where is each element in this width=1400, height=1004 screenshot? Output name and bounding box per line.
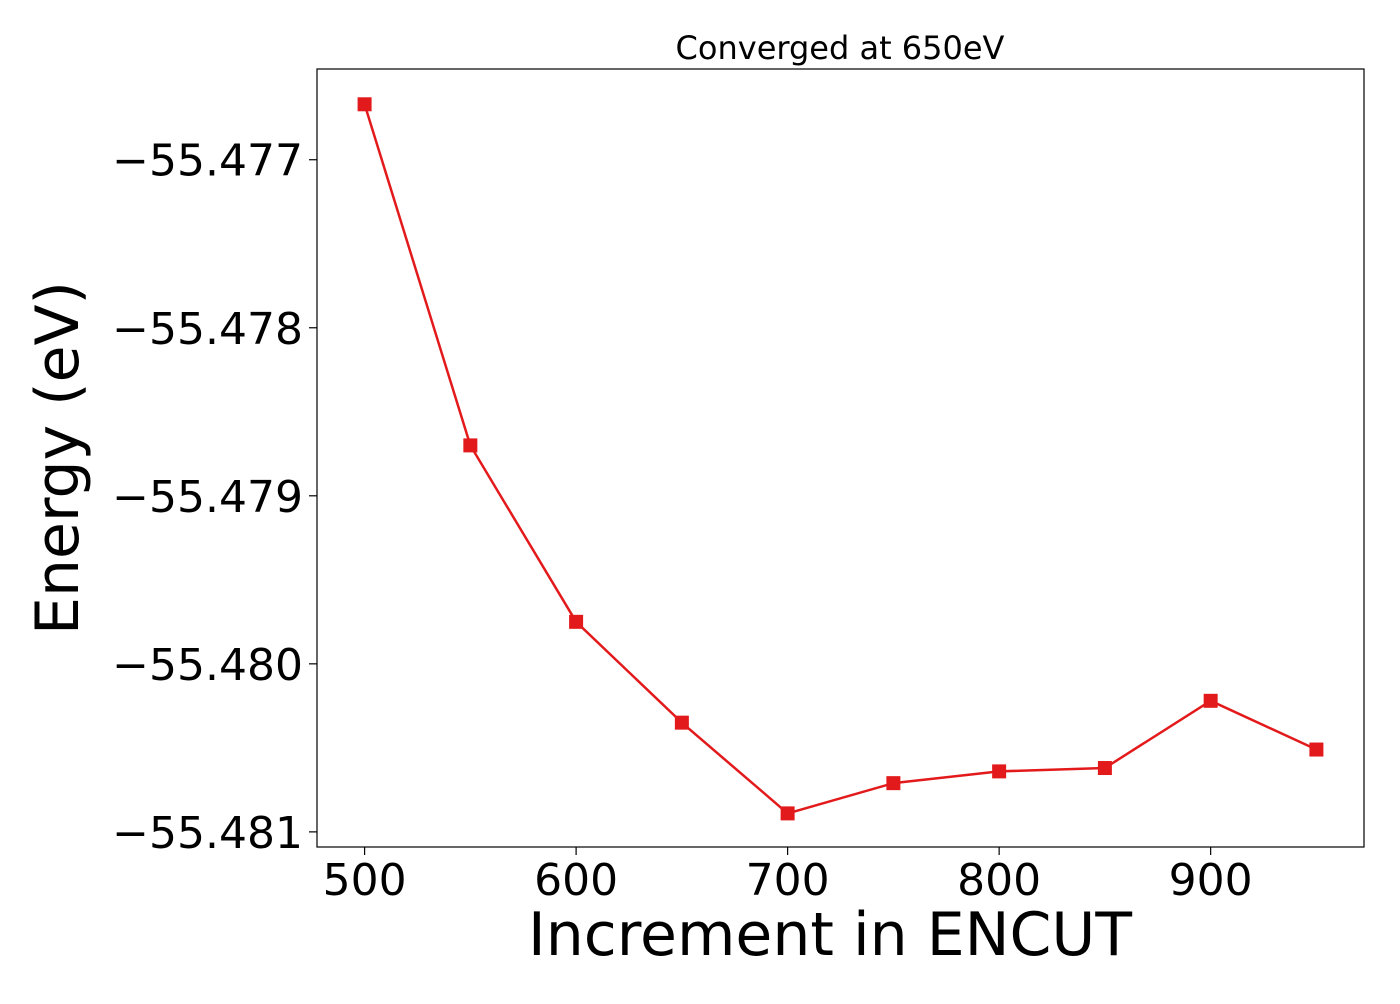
y-axis-label: Energy (eV) [23,281,93,635]
data-point [1309,742,1324,757]
series-layer [357,97,1324,821]
plot-area-frame [316,68,1365,848]
x-tick-label: 600 [534,855,618,906]
y-tick-label: −55.478 [112,304,303,355]
data-point [780,806,795,821]
data-point [886,776,901,791]
y-tick-label: −55.481 [112,808,303,859]
x-axis-label: Increment in ENCUT [528,900,1132,970]
y-tick-label: −55.480 [112,640,303,691]
data-point [992,764,1007,779]
data-point [463,438,478,453]
x-tick-label: 900 [1169,855,1253,906]
x-tick-label: 500 [323,855,407,906]
data-point [674,715,689,730]
data-point [357,97,372,112]
data-point [1097,761,1112,776]
y-tick-label: −55.479 [112,472,303,523]
data-point [569,614,584,629]
data-point [1203,693,1218,708]
x-tick-label: 700 [746,855,830,906]
series-line [363,103,1317,815]
x-axis-ticks: 500 600 700 800 900 [323,847,1253,906]
y-tick-label: −55.477 [112,136,303,187]
chart-title: Converged at 650eV [676,29,1005,67]
x-tick-label: 800 [957,855,1041,906]
y-axis-ticks: −55.477 −55.478 −55.479 −55.480 −55.481 [112,136,317,859]
